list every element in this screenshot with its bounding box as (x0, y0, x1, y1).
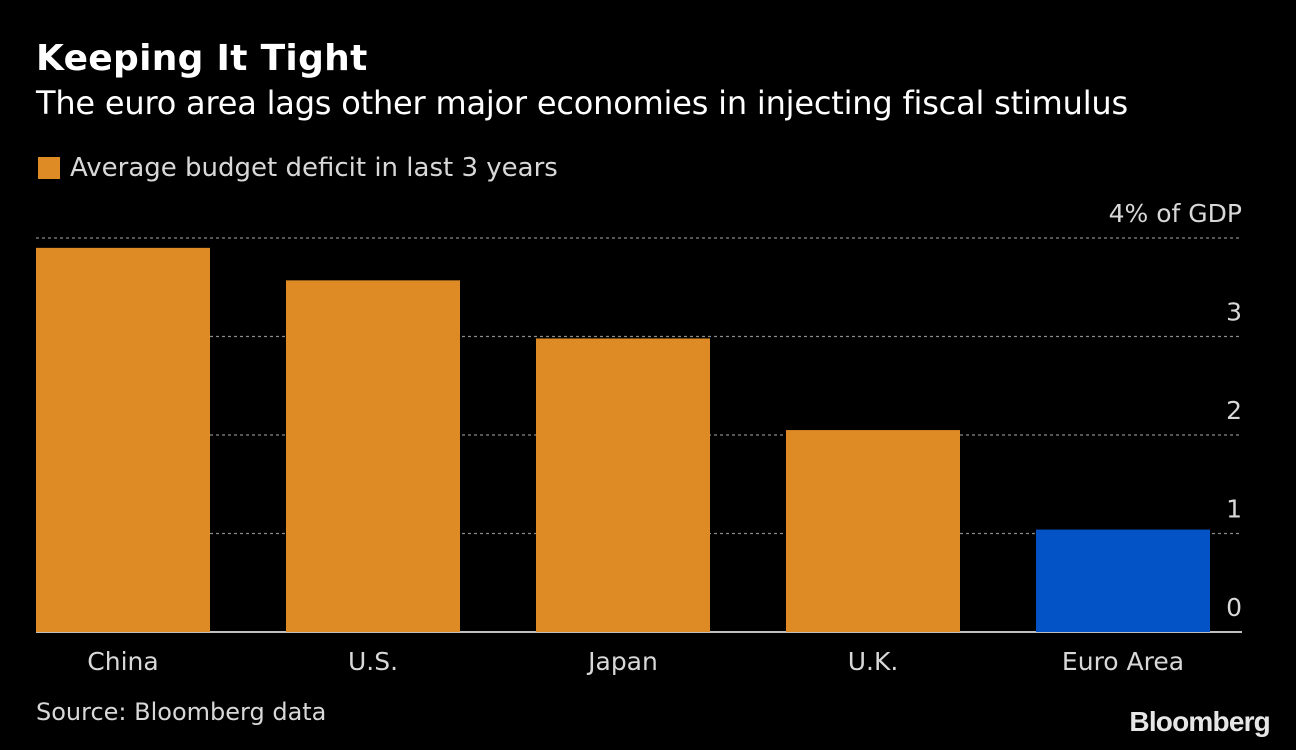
y-tick-label: 3 (1226, 298, 1242, 327)
chart-title: Keeping It Tight (36, 38, 368, 79)
x-category-label: U.K. (848, 647, 899, 676)
bar (786, 430, 960, 632)
legend: Average budget deficit in last 3 years (38, 152, 558, 184)
bars (36, 247, 1210, 632)
y-tick-label: 2 (1226, 396, 1242, 425)
y-tick-label: 0 (1226, 593, 1242, 622)
x-category-label: China (87, 647, 158, 676)
bar (536, 338, 710, 632)
y-axis-ticks: 0 1 2 3 4% of GDP (1109, 199, 1242, 622)
legend-label: Average budget deficit in last 3 years (70, 153, 558, 183)
legend-swatch (38, 157, 60, 179)
chart-subtitle: The euro area lags other major economies… (36, 84, 1128, 122)
bar (36, 247, 210, 632)
x-axis-labels: China U.S. Japan U.K. Euro Area (87, 647, 1184, 676)
bar (286, 280, 460, 632)
x-category-label: Euro Area (1062, 647, 1184, 676)
x-category-label: Japan (586, 647, 658, 676)
y-tick-label: 1 (1226, 495, 1242, 524)
bloomberg-logo: Bloomberg (1129, 706, 1270, 737)
bar (1036, 529, 1210, 632)
x-category-label: U.S. (348, 647, 398, 676)
source-note: Source: Bloomberg data (36, 698, 327, 726)
y-tick-label: 4% of GDP (1109, 199, 1242, 228)
